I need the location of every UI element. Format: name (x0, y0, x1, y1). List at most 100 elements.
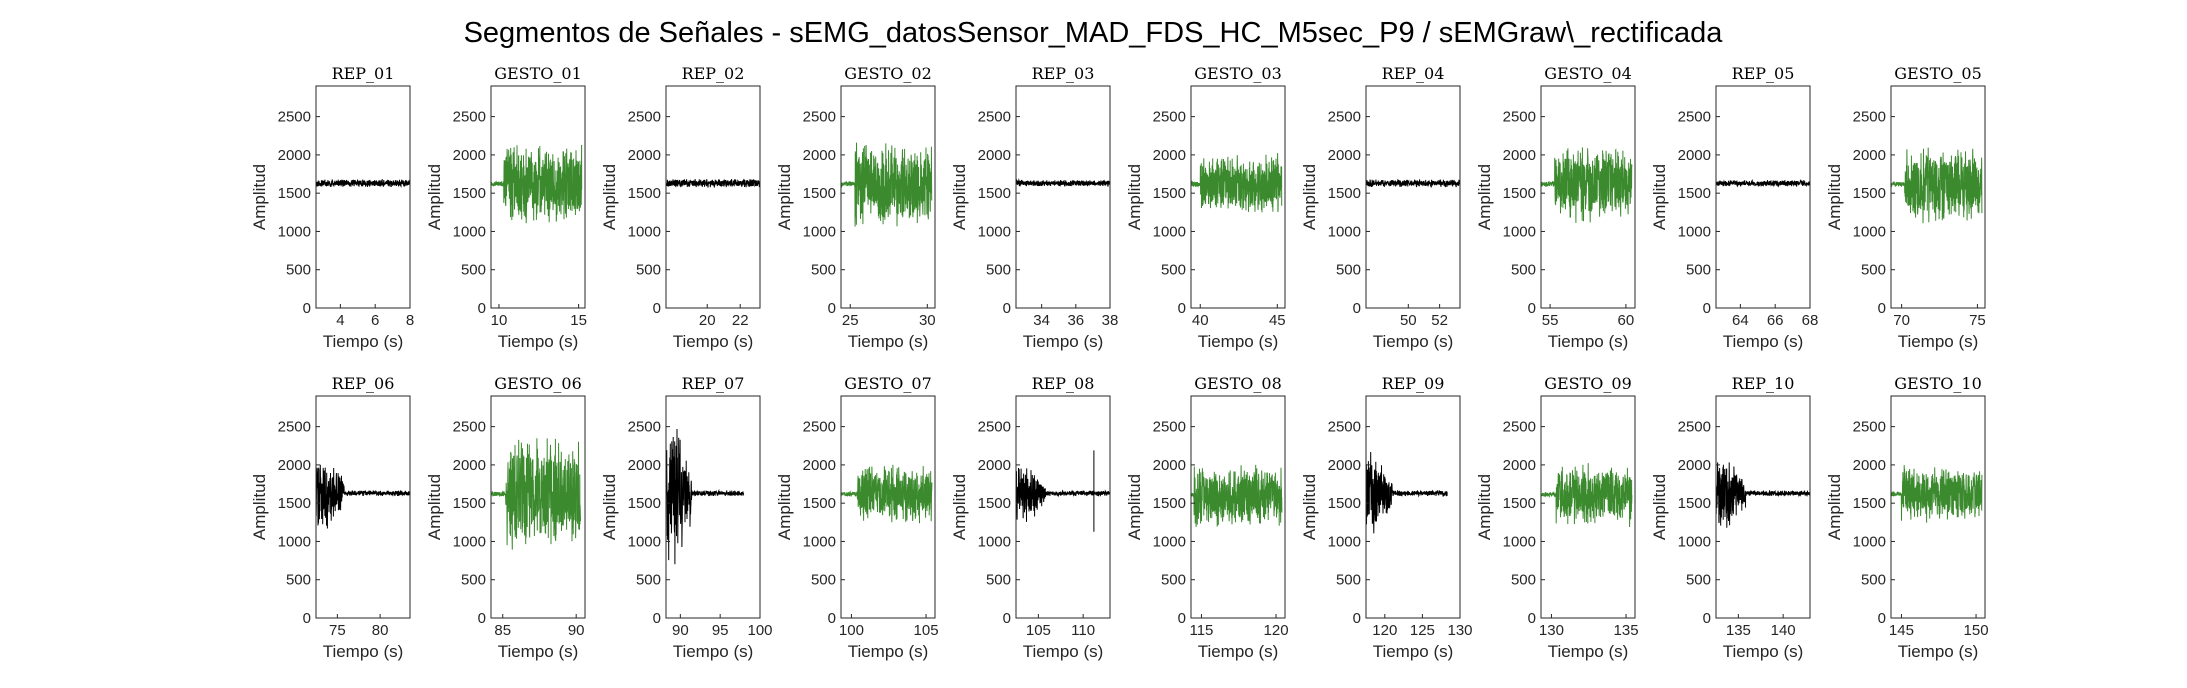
y-tick-label: 500 (1686, 572, 1711, 589)
x-axis-label: Tiempo (s) (498, 332, 579, 351)
subplot: 0 500 1000 1500 2000 2500 85 90 GESTO_06 Tiempo (… (425, 374, 586, 661)
y-tick-label: 0 (653, 300, 661, 317)
y-tick-label: 500 (811, 262, 836, 279)
subplot: 0 500 1000 1500 2000 2500 40 45 GESTO_03 Tiempo (… (1125, 64, 1286, 351)
y-tick-label: 2000 (1503, 457, 1536, 474)
y-tick-label: 2000 (453, 457, 486, 474)
y-tick-label: 1000 (1328, 533, 1361, 550)
subplot: 0 500 1000 1500 2000 2500 105 110 REP_08 Tiempo (… (950, 374, 1111, 661)
y-tick-label: 2500 (453, 109, 486, 126)
y-tick-label: 2500 (1153, 419, 1186, 436)
y-tick-label: 1000 (628, 533, 661, 550)
signal-series (1540, 147, 1633, 223)
y-axis-label: Amplitud (775, 474, 794, 540)
y-tick-label: 2000 (1153, 457, 1186, 474)
signal-series (315, 464, 411, 529)
y-tick-label: 500 (461, 572, 486, 589)
y-tick-label: 2000 (278, 147, 311, 164)
x-tick-label: 100 (747, 622, 772, 639)
signal-series (1365, 451, 1448, 534)
y-tick-label: 500 (1686, 262, 1711, 279)
y-tick-label: 500 (1161, 572, 1186, 589)
y-tick-label: 1000 (803, 223, 836, 240)
x-tick-label: 25 (842, 312, 859, 329)
x-tick-label: 135 (1614, 622, 1639, 639)
subplot-title: GESTO_09 (1544, 374, 1632, 393)
y-tick-label: 0 (1703, 610, 1711, 627)
y-tick-label: 1000 (1853, 223, 1886, 240)
y-tick-label: 2000 (1153, 147, 1186, 164)
y-tick-label: 0 (653, 610, 661, 627)
x-tick-label: 100 (839, 622, 864, 639)
x-tick-label: 110 (1071, 622, 1095, 639)
y-tick-label: 500 (636, 262, 661, 279)
signal-series (840, 464, 933, 524)
y-axis-label: Amplitud (250, 474, 269, 540)
subplot-title: GESTO_06 (494, 374, 582, 393)
subplot: 0 500 1000 1500 2000 2500 100 105 GESTO_07 Tiempo… (775, 374, 939, 661)
y-tick-label: 1500 (1153, 495, 1186, 512)
y-tick-label: 0 (1178, 610, 1186, 627)
signal-series (665, 428, 745, 565)
subplot-title: REP_09 (1382, 374, 1445, 393)
axes-box (1715, 85, 1811, 309)
y-axis-label: Amplitud (1300, 164, 1319, 230)
y-tick-label: 0 (1528, 610, 1536, 627)
y-tick-label: 2500 (1678, 419, 1711, 436)
y-axis-label: Amplitud (1825, 164, 1844, 230)
subplot-title: REP_04 (1382, 64, 1445, 83)
y-axis-label: Amplitud (950, 474, 969, 540)
subplot: 0 500 1000 1500 2000 2500 20 22 REP_02 Tiempo (s)… (600, 64, 761, 351)
subplot-title: GESTO_04 (1544, 64, 1632, 83)
y-tick-label: 1000 (1503, 223, 1536, 240)
axes-box (490, 85, 586, 309)
axes-box (1715, 395, 1811, 619)
y-axis-label: Amplitud (1300, 474, 1319, 540)
y-tick-label: 1500 (978, 185, 1011, 202)
y-tick-label: 500 (1861, 262, 1886, 279)
subplot: 0 500 1000 1500 2000 2500 10 15 GESTO_01 Tiempo (… (425, 64, 587, 351)
x-axis-label: Tiempo (s) (323, 332, 404, 351)
axes-box (315, 395, 411, 619)
subplot-title: GESTO_01 (494, 64, 582, 83)
x-tick-label: 145 (1889, 622, 1914, 639)
y-axis-label: Amplitud (1825, 474, 1844, 540)
y-tick-label: 500 (1161, 262, 1186, 279)
y-tick-label: 500 (636, 572, 661, 589)
y-tick-label: 1500 (1853, 185, 1886, 202)
y-tick-label: 1500 (628, 185, 661, 202)
signal-series (490, 144, 583, 224)
subplot-title: GESTO_10 (1894, 374, 1982, 393)
x-tick-label: 60 (1618, 312, 1635, 329)
y-tick-label: 0 (828, 300, 836, 317)
y-tick-label: 500 (286, 262, 311, 279)
y-tick-label: 1000 (453, 533, 486, 550)
signal-series (1715, 462, 1811, 528)
y-tick-label: 2000 (1328, 457, 1361, 474)
x-tick-label: 10 (491, 312, 508, 329)
axes-box (840, 85, 936, 309)
x-tick-label: 90 (568, 622, 585, 639)
x-axis-label: Tiempo (s) (1898, 332, 1979, 351)
y-tick-label: 0 (1178, 300, 1186, 317)
x-tick-label: 40 (1192, 312, 1209, 329)
y-tick-label: 0 (1003, 610, 1011, 627)
x-tick-label: 105 (1026, 622, 1051, 639)
signal-series (1540, 463, 1633, 528)
y-tick-label: 1500 (1328, 495, 1361, 512)
subplot: 0 500 1000 1500 2000 2500 64 66 68 REP_05 Tiempo (… (1650, 64, 1818, 351)
y-tick-label: 2000 (1853, 457, 1886, 474)
y-tick-label: 2500 (628, 419, 661, 436)
y-tick-label: 1500 (1678, 495, 1711, 512)
subplot: 0 500 1000 1500 2000 2500 135 140 REP_10 Tiempo (… (1650, 374, 1811, 661)
y-tick-label: 500 (811, 572, 836, 589)
y-tick-label: 0 (1878, 610, 1886, 627)
x-tick-label: 125 (1410, 622, 1435, 639)
x-axis-label: Tiempo (s) (1548, 332, 1629, 351)
y-tick-label: 1500 (278, 495, 311, 512)
x-tick-label: 70 (1893, 312, 1910, 329)
subplot: 0 500 1000 1500 2000 2500 70 75 GESTO_05 Tiempo (… (1825, 64, 1986, 351)
axes-box (1890, 85, 1986, 309)
